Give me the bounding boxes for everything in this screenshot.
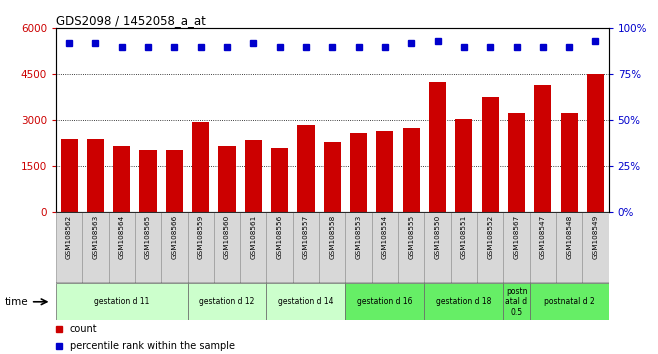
Bar — [345, 283, 424, 320]
Text: GSM108554: GSM108554 — [382, 215, 388, 259]
Text: GSM108549: GSM108549 — [592, 215, 599, 259]
Bar — [376, 131, 393, 212]
Bar — [503, 283, 530, 320]
Bar — [556, 212, 582, 283]
Bar — [350, 133, 367, 212]
Text: GSM108563: GSM108563 — [92, 215, 99, 259]
Text: GSM108567: GSM108567 — [513, 215, 520, 259]
Bar — [56, 283, 188, 320]
Bar — [109, 212, 135, 283]
Text: gestation d 11: gestation d 11 — [94, 297, 149, 306]
Text: postn
atal d
0.5: postn atal d 0.5 — [505, 287, 528, 317]
Text: time: time — [5, 297, 28, 307]
Bar — [530, 283, 609, 320]
Text: gestation d 16: gestation d 16 — [357, 297, 413, 306]
Text: GSM108559: GSM108559 — [197, 215, 204, 259]
Bar — [161, 212, 188, 283]
Bar — [319, 212, 345, 283]
Text: GSM108565: GSM108565 — [145, 215, 151, 259]
Bar — [271, 148, 288, 212]
Bar — [56, 212, 82, 283]
Bar — [293, 212, 319, 283]
Text: GDS2098 / 1452058_a_at: GDS2098 / 1452058_a_at — [56, 14, 206, 27]
Bar — [139, 149, 157, 212]
Bar — [324, 142, 341, 212]
Text: gestation d 12: gestation d 12 — [199, 297, 255, 306]
Text: GSM108547: GSM108547 — [540, 215, 546, 259]
Bar — [403, 128, 420, 212]
Bar — [214, 212, 240, 283]
Bar — [372, 212, 398, 283]
Text: GSM108561: GSM108561 — [250, 215, 257, 259]
Bar — [135, 212, 161, 283]
Bar — [534, 85, 551, 212]
Bar — [424, 212, 451, 283]
Bar — [297, 125, 315, 212]
Bar — [266, 212, 293, 283]
Bar — [192, 122, 209, 212]
Text: postnatal d 2: postnatal d 2 — [544, 297, 595, 306]
Bar — [424, 283, 503, 320]
Text: count: count — [70, 324, 97, 334]
Bar — [482, 97, 499, 212]
Text: GSM108555: GSM108555 — [408, 215, 415, 259]
Text: gestation d 18: gestation d 18 — [436, 297, 492, 306]
Bar — [218, 147, 236, 212]
Bar — [587, 74, 604, 212]
Text: GSM108552: GSM108552 — [487, 215, 494, 259]
Bar — [87, 139, 104, 212]
Bar — [455, 119, 472, 212]
Text: GSM108550: GSM108550 — [434, 215, 441, 259]
Text: percentile rank within the sample: percentile rank within the sample — [70, 341, 235, 350]
Bar — [240, 212, 266, 283]
Bar — [188, 212, 214, 283]
Text: GSM108553: GSM108553 — [355, 215, 362, 259]
Bar — [245, 140, 262, 212]
Text: GSM108566: GSM108566 — [171, 215, 178, 259]
Bar — [188, 283, 266, 320]
Bar — [166, 149, 183, 212]
Text: GSM108558: GSM108558 — [329, 215, 336, 259]
Text: GSM108548: GSM108548 — [566, 215, 572, 259]
Text: GSM108564: GSM108564 — [118, 215, 125, 259]
Bar — [345, 212, 372, 283]
Bar — [82, 212, 109, 283]
Text: GSM108560: GSM108560 — [224, 215, 230, 259]
Bar — [429, 82, 446, 212]
Bar — [508, 113, 525, 212]
Text: GSM108551: GSM108551 — [461, 215, 467, 259]
Text: GSM108557: GSM108557 — [303, 215, 309, 259]
Bar — [266, 283, 345, 320]
Bar — [530, 212, 556, 283]
Text: GSM108562: GSM108562 — [66, 215, 72, 259]
Bar — [113, 147, 130, 212]
Bar — [503, 212, 530, 283]
Bar — [451, 212, 477, 283]
Bar — [61, 139, 78, 212]
Text: gestation d 14: gestation d 14 — [278, 297, 334, 306]
Bar — [477, 212, 503, 283]
Bar — [561, 113, 578, 212]
Bar — [582, 212, 609, 283]
Text: GSM108556: GSM108556 — [276, 215, 283, 259]
Bar — [398, 212, 424, 283]
